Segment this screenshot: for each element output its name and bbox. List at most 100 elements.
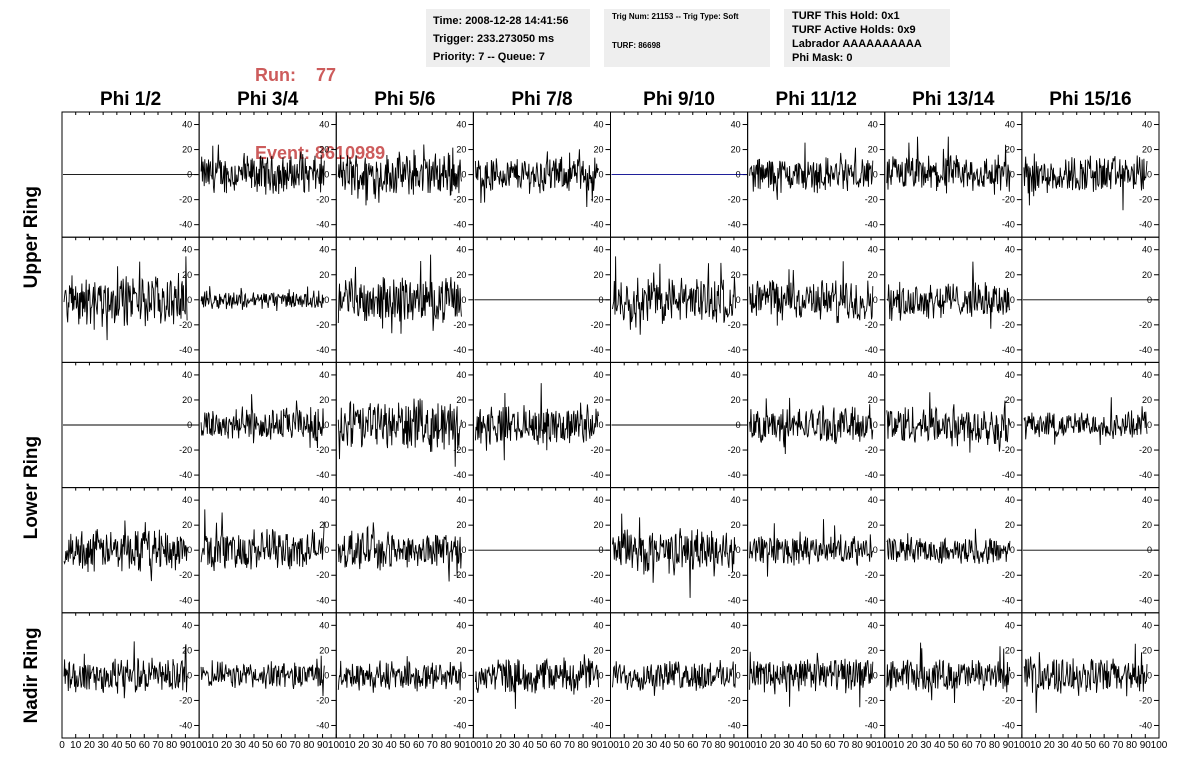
ring-label: Lower Ring [21, 436, 42, 539]
y-tick-label: -40 [453, 595, 466, 605]
trig-info-box: Trig Num: 21153 -- Trig Type: Soft TURF:… [604, 9, 770, 67]
y-tick-label: 20 [593, 520, 603, 530]
x-tick-label: 40 [660, 740, 672, 751]
waveform-trace [63, 256, 188, 341]
waveform-trace [474, 383, 599, 461]
waveform-trace [337, 398, 462, 467]
x-tick-label: 70 [427, 740, 439, 751]
x-tick-label: 30 [509, 740, 521, 751]
y-tick-label: -40 [1139, 220, 1152, 230]
x-tick-label: 50 [125, 740, 137, 751]
x-tick-label: 20 [632, 740, 644, 751]
x-tick-label: 10 [207, 740, 219, 751]
x-tick-label: 80 [440, 740, 452, 751]
y-tick-label: -20 [179, 445, 192, 455]
y-tick-label: 20 [731, 270, 741, 280]
y-tick-label: 40 [182, 120, 192, 130]
y-tick-label: 20 [868, 395, 878, 405]
x-tick-label: 20 [84, 740, 96, 751]
column-header: Phi 5/6 [374, 89, 435, 110]
y-tick-label: 40 [456, 620, 466, 630]
y-tick-label: 40 [319, 245, 329, 255]
waveform-trace [337, 144, 462, 206]
y-tick-label: -40 [453, 220, 466, 230]
x-tick-label: 70 [838, 740, 850, 751]
turf-num-text: TURF: 86698 [612, 41, 661, 50]
y-tick-label: 20 [731, 395, 741, 405]
x-tick-label: 70 [152, 740, 164, 751]
y-tick-label: -20 [865, 320, 878, 330]
y-tick-label: 0 [598, 170, 603, 180]
y-tick-label: 40 [868, 120, 878, 130]
x-tick-label: 30 [920, 740, 932, 751]
y-tick-label: -40 [316, 470, 329, 480]
y-tick-label: 40 [182, 245, 192, 255]
y-tick-label: 20 [1005, 270, 1015, 280]
y-tick-label: -20 [1002, 320, 1015, 330]
y-tick-label: -40 [179, 720, 192, 730]
y-tick-label: -40 [728, 720, 741, 730]
y-tick-label: 40 [731, 495, 741, 505]
x-tick-label: 40 [386, 740, 398, 751]
y-tick-label: 40 [593, 120, 603, 130]
x-tick-label: 40 [1071, 740, 1083, 751]
y-tick-label: -40 [1002, 720, 1015, 730]
y-tick-label: -40 [728, 595, 741, 605]
event-label: Event: [255, 143, 311, 163]
x-tick-label: 10 [1030, 740, 1042, 751]
y-tick-label: -40 [1002, 220, 1015, 230]
y-tick-label: -20 [590, 570, 603, 580]
waveform-trace [749, 519, 874, 577]
waveform-trace [474, 654, 599, 709]
x-tick-label: 90 [454, 740, 466, 751]
x-tick-label: 60 [687, 740, 699, 751]
x-tick-label: 80 [303, 740, 315, 751]
waveform-trace [749, 651, 874, 708]
x-tick-label: 90 [865, 740, 877, 751]
y-tick-label: 0 [1147, 670, 1152, 680]
x-tick-label: 30 [235, 740, 247, 751]
y-tick-label: 40 [593, 495, 603, 505]
y-tick-label: 20 [456, 145, 466, 155]
x-tick-label: 10 [344, 740, 356, 751]
turf-hold-text: TURF This Hold: 0x1 [792, 10, 900, 22]
x-tick-label: 60 [550, 740, 562, 751]
y-tick-label: 0 [873, 545, 878, 555]
x-tick-label: 100 [1151, 740, 1168, 751]
y-tick-label: -40 [1002, 595, 1015, 605]
y-tick-label: 20 [319, 645, 329, 655]
y-tick-label: 20 [182, 520, 192, 530]
x-tick-label: 100 [191, 740, 208, 751]
x-tick-label: 80 [989, 740, 1001, 751]
ring-label: Nadir Ring [21, 627, 42, 723]
y-tick-label: -40 [453, 345, 466, 355]
y-tick-label: 40 [1005, 370, 1015, 380]
waveform-trace [200, 509, 325, 572]
x-tick-label: 20 [495, 740, 507, 751]
x-tick-label: 50 [674, 740, 686, 751]
x-tick-label: 20 [358, 740, 370, 751]
y-tick-label: -40 [728, 345, 741, 355]
y-tick-label: 0 [461, 295, 466, 305]
y-tick-label: -40 [865, 720, 878, 730]
y-tick-label: -20 [590, 695, 603, 705]
y-tick-label: -40 [865, 220, 878, 230]
y-tick-label: -20 [316, 320, 329, 330]
y-tick-label: 20 [868, 520, 878, 530]
priority-text: Priority: 7 -- Queue: 7 [433, 51, 545, 63]
waveform-trace [886, 528, 1011, 564]
y-tick-label: -20 [1139, 445, 1152, 455]
y-tick-label: 0 [598, 420, 603, 430]
x-tick-label: 100 [1014, 740, 1031, 751]
x-tick-label: 10 [619, 740, 631, 751]
x-tick-label: 20 [907, 740, 919, 751]
column-header: Phi 7/8 [511, 89, 572, 110]
x-tick-label: 50 [1085, 740, 1097, 751]
y-tick-label: 0 [187, 670, 192, 680]
y-tick-label: 20 [593, 395, 603, 405]
y-tick-label: 20 [868, 270, 878, 280]
y-tick-label: 20 [456, 645, 466, 655]
y-tick-label: 0 [873, 295, 878, 305]
x-tick-label: 80 [1126, 740, 1138, 751]
y-tick-label: -20 [590, 445, 603, 455]
